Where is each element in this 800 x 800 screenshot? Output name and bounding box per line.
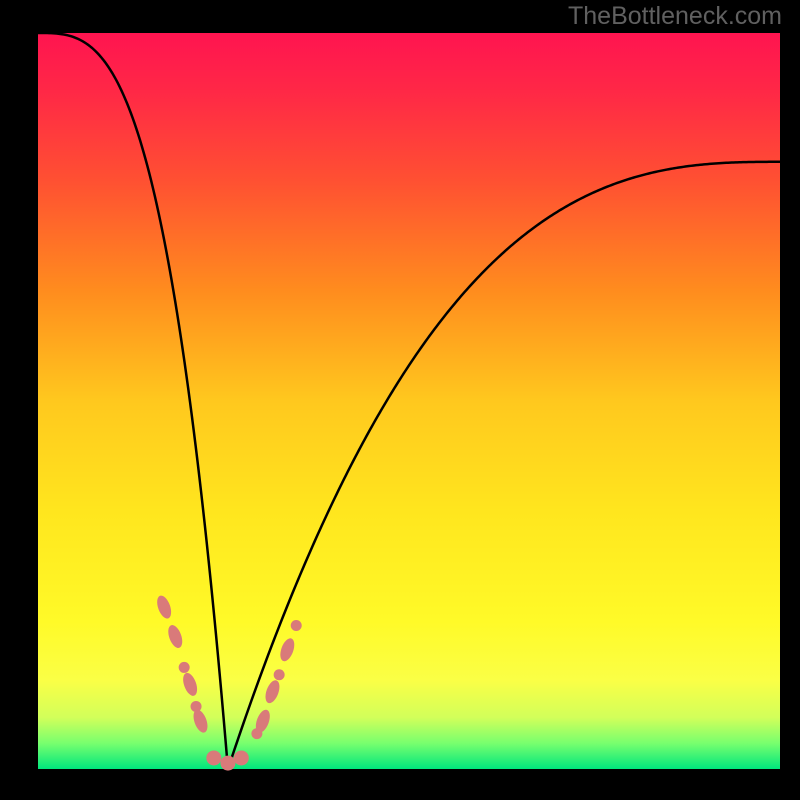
data-point	[154, 594, 173, 621]
data-markers	[154, 594, 301, 771]
data-point	[274, 669, 285, 680]
data-point	[234, 750, 249, 765]
data-point	[206, 750, 221, 765]
data-point	[220, 756, 235, 771]
data-point	[263, 678, 282, 705]
data-point	[166, 623, 185, 650]
data-point	[179, 662, 190, 673]
data-point	[278, 636, 297, 663]
data-point	[291, 620, 302, 631]
data-point	[180, 671, 199, 698]
watermark-text: TheBottleneck.com	[568, 2, 782, 31]
bottleneck-curve	[38, 33, 780, 766]
data-point	[191, 708, 210, 735]
chart-container: TheBottleneck.com	[0, 0, 800, 800]
chart-svg	[0, 0, 800, 800]
